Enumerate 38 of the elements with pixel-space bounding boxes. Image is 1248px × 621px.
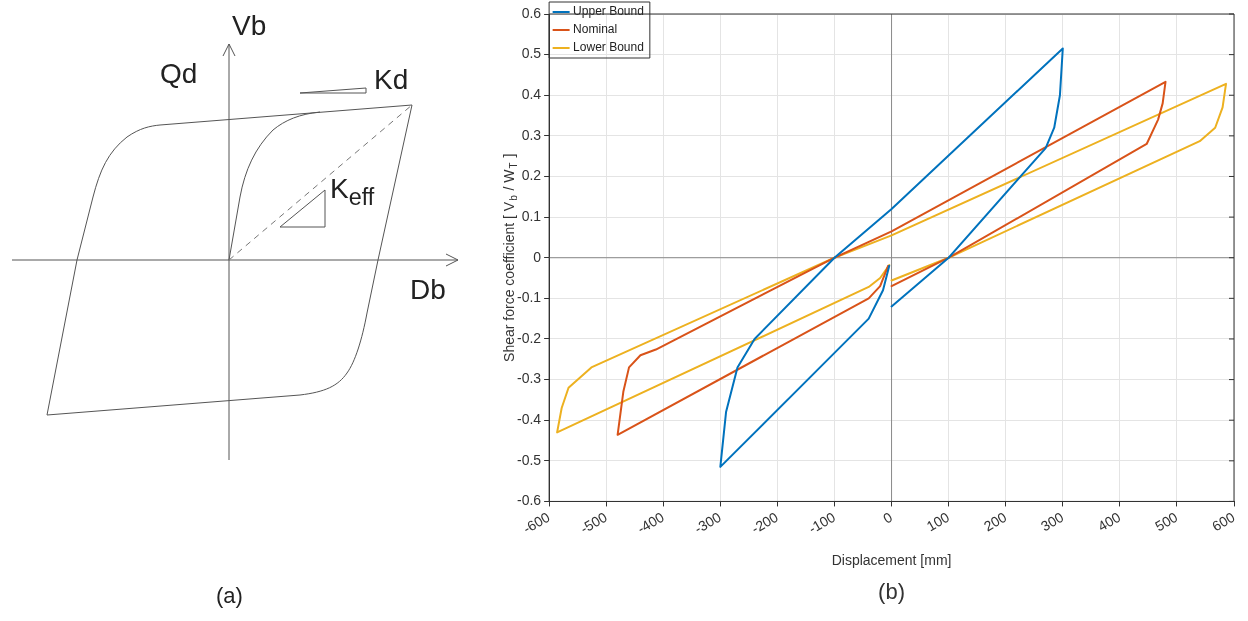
x-tick-label: 100 (923, 508, 953, 535)
text: Kd (374, 64, 409, 95)
text: Qd (160, 58, 198, 89)
y-tick-label: -0.2 (517, 329, 542, 346)
text: K$_{eff}$ (330, 173, 375, 210)
legend-label: Nominal (573, 22, 618, 37)
x-tick-label: 300 (1037, 508, 1067, 535)
x-tick-label: -400 (634, 508, 667, 537)
y-tick-label: 0.6 (521, 4, 542, 21)
y-tick-label: 0.5 (521, 45, 542, 62)
y-axis-title: Shear force coefficient [ Vb / WT ] (500, 153, 519, 362)
y-tick-label: 0.1 (521, 207, 542, 224)
text: (b) (878, 579, 906, 605)
y-tick-label: -0.3 (517, 370, 542, 387)
x-tick-label: 500 (1152, 508, 1181, 535)
x-tick-label: -300 (691, 508, 724, 537)
y-tick-label: 0.3 (521, 126, 542, 143)
x-tick-label: -100 (805, 508, 839, 537)
x-tick-label: -600 (520, 508, 553, 537)
y-tick-label: 0.2 (521, 167, 542, 184)
text: Vb (232, 10, 267, 41)
x-tick-label: 400 (1095, 508, 1124, 535)
y-tick-label: 0.4 (521, 86, 542, 103)
y-tick-label: 0 (533, 248, 542, 265)
y-tick-label: -0.5 (517, 451, 542, 468)
text: (a) (216, 583, 243, 608)
x-tick-label: 600 (1209, 508, 1238, 535)
x-axis-title: Displacement [mm] (831, 551, 952, 568)
text: Db (410, 274, 446, 305)
legend-label: Lower Bound (573, 40, 644, 55)
x-tick-label: 200 (980, 508, 1010, 535)
x-tick-label: -200 (748, 508, 782, 537)
y-tick-label: -0.6 (517, 492, 542, 509)
x-tick-label: -500 (577, 508, 610, 537)
legend-label: Upper Bound (573, 4, 644, 19)
x-tick-label: 0 (880, 508, 896, 527)
y-tick-label: -0.4 (517, 411, 542, 428)
y-tick-label: -0.1 (517, 289, 542, 306)
